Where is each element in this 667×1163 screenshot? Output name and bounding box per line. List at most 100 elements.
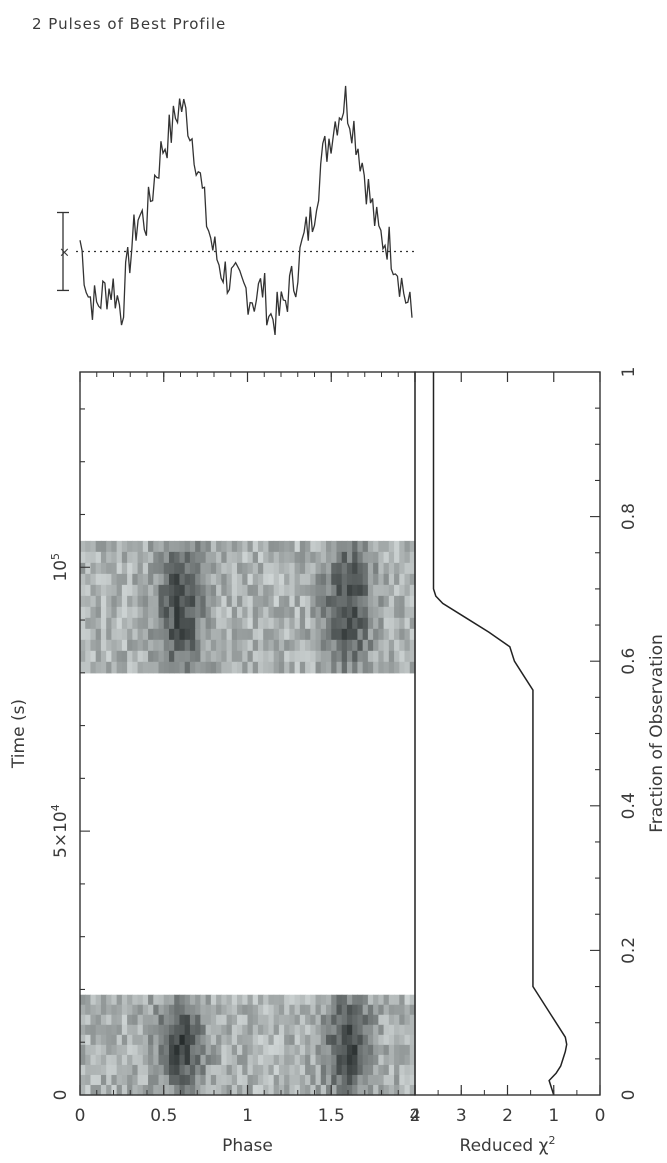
heatmap-cell xyxy=(252,1004,259,1016)
heatmap-cell xyxy=(404,540,411,553)
heatmap-cell xyxy=(378,606,385,619)
heatmap-cell xyxy=(200,1054,207,1066)
heatmap-cell xyxy=(80,1034,86,1046)
heatmap-cell xyxy=(336,1084,343,1096)
heatmap-cell xyxy=(320,584,327,597)
heatmap-cell xyxy=(153,584,160,597)
heatmap-cell xyxy=(336,540,343,553)
heatmap-cell xyxy=(352,595,359,608)
heatmap-cell xyxy=(352,606,359,619)
heatmap-cell xyxy=(137,1074,144,1086)
heatmap-cell xyxy=(367,551,374,564)
heatmap-cell xyxy=(100,1044,107,1056)
heatmap-cell xyxy=(352,1054,359,1066)
heatmap-cell xyxy=(111,639,118,652)
heatmap-cell xyxy=(310,661,317,674)
heatmap-cell xyxy=(242,1074,249,1086)
heatmap-cell xyxy=(404,595,411,608)
heatmap-cell xyxy=(378,1044,385,1056)
heatmap-cell xyxy=(210,562,217,575)
heatmap-cell xyxy=(189,606,196,619)
heatmap-cell xyxy=(158,1084,165,1096)
heatmap-cell xyxy=(179,1034,186,1046)
heatmap-cell xyxy=(116,1024,123,1036)
heatmap-cell xyxy=(221,1044,228,1056)
heatmap-cell xyxy=(352,540,359,553)
heatmap-cell xyxy=(132,650,139,663)
heatmap-cell xyxy=(142,1014,149,1026)
heatmap-cell xyxy=(373,628,379,641)
heatmap-cell xyxy=(315,650,322,663)
heatmap-cell xyxy=(142,661,149,674)
heatmap-cell xyxy=(315,1034,322,1046)
fraction-tick-label: 0.8 xyxy=(619,503,639,530)
heatmap-cell xyxy=(158,661,165,674)
heatmap-cell xyxy=(326,584,332,597)
heatmap-cell xyxy=(331,1004,338,1016)
heatmap-cell xyxy=(90,551,97,564)
heatmap-cell xyxy=(399,1004,406,1016)
heatmap-cell xyxy=(388,551,395,564)
heatmap-cell xyxy=(237,639,243,652)
heatmap-cell xyxy=(247,617,254,630)
heatmap-cell xyxy=(205,639,212,652)
heatmap-cell xyxy=(394,540,400,553)
heatmap-cell xyxy=(367,562,374,575)
heatmap-cell xyxy=(346,661,353,674)
heatmap-cell xyxy=(95,661,102,674)
heatmap-cell xyxy=(394,1044,400,1056)
heatmap-cell xyxy=(373,1074,379,1086)
heatmap-cell xyxy=(205,1024,212,1036)
heatmap-cell xyxy=(137,551,144,564)
heatmap-cell xyxy=(341,595,348,608)
heatmap-cell xyxy=(252,639,259,652)
heatmap-cell xyxy=(184,606,191,619)
heatmap-cell xyxy=(278,1064,285,1076)
heatmap-cell xyxy=(299,540,306,553)
heatmap-cell xyxy=(352,639,359,652)
heatmap-cell xyxy=(373,562,379,575)
heatmap-cell xyxy=(247,1024,254,1036)
heatmap-cell xyxy=(153,595,160,608)
heatmap-cell xyxy=(137,1064,144,1076)
heatmap-cell xyxy=(210,1034,217,1046)
heatmap-cell xyxy=(383,551,390,564)
heatmap-cell xyxy=(409,1004,416,1016)
heatmap-cell xyxy=(90,573,97,586)
heatmap-cell xyxy=(341,573,348,586)
heatmap-cell xyxy=(189,1084,196,1096)
heatmap-cell xyxy=(263,1034,270,1046)
heatmap-cell xyxy=(100,1024,107,1036)
heatmap-cell xyxy=(85,639,92,652)
heatmap-cell xyxy=(336,573,343,586)
heatmap-cell xyxy=(111,661,118,674)
heatmap-cell xyxy=(310,584,317,597)
heatmap-cell xyxy=(174,551,181,564)
heatmap-cell xyxy=(326,540,332,553)
heatmap-cell xyxy=(294,573,301,586)
heatmap-cell xyxy=(85,1024,92,1036)
heatmap-cell xyxy=(106,1034,113,1046)
heatmap-cell xyxy=(378,1074,385,1086)
heatmap-cell xyxy=(299,1044,306,1056)
heatmap-cell xyxy=(305,994,311,1006)
heatmap-cell xyxy=(148,573,154,586)
heatmap-cell xyxy=(210,1054,217,1066)
heatmap-cell xyxy=(90,1074,97,1086)
heatmap-cell xyxy=(289,994,296,1006)
heatmap-cell xyxy=(289,573,296,586)
heatmap-cell xyxy=(404,994,411,1006)
heatmap-cell xyxy=(121,606,128,619)
heatmap-cell xyxy=(100,540,107,553)
heatmap-cell xyxy=(200,639,207,652)
heatmap-cell xyxy=(148,606,154,619)
heatmap-cell xyxy=(352,650,359,663)
heatmap-cell xyxy=(90,1014,97,1026)
heatmap-cell xyxy=(404,639,411,652)
heatmap-cell xyxy=(90,617,97,630)
heatmap-cell xyxy=(310,628,317,641)
heatmap-cell xyxy=(367,1084,374,1096)
heatmap-cell xyxy=(257,617,264,630)
heatmap-cell xyxy=(137,661,144,674)
heatmap-cell xyxy=(352,628,359,641)
